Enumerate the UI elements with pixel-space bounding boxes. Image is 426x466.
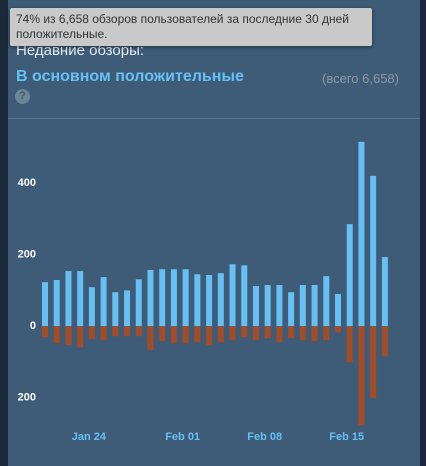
bar: [65, 326, 72, 346]
bar: [182, 269, 189, 327]
bar: [252, 286, 259, 327]
bar: [217, 326, 224, 343]
bar: [88, 287, 95, 327]
bar: [53, 326, 60, 344]
bar: [276, 285, 283, 327]
bar: [358, 326, 365, 426]
help-icon[interactable]: ?: [15, 89, 30, 104]
y-tick-label: 200: [18, 392, 36, 404]
bar: [124, 290, 131, 327]
bar: [335, 293, 341, 327]
y-tick-label: 400: [18, 177, 36, 189]
bar: [252, 326, 259, 341]
bar: [323, 276, 330, 327]
bar: [159, 326, 166, 342]
bar: [182, 326, 189, 344]
bar: [381, 257, 388, 327]
bar: [358, 141, 365, 327]
bar: [100, 277, 107, 327]
bar: [112, 326, 119, 337]
bar: [194, 326, 201, 343]
x-tick-label: Feb 08: [247, 431, 282, 443]
bar: [42, 326, 48, 338]
x-tick-label: Feb 15: [329, 431, 364, 443]
bar: [194, 274, 201, 327]
bar: [288, 326, 295, 339]
bar: [135, 279, 142, 327]
bar: [147, 326, 154, 351]
y-tick-label: 0: [30, 320, 36, 332]
bar: [88, 326, 95, 340]
x-tick-label: Jan 24: [72, 431, 107, 443]
bar: [241, 326, 248, 338]
bar: [135, 326, 142, 337]
bar: [264, 285, 271, 327]
bar: [170, 269, 177, 327]
bar: [100, 326, 107, 341]
x-tick-label: Feb 01: [165, 431, 200, 443]
bar: [276, 326, 283, 343]
bar: [206, 275, 213, 327]
review-total: (всего 6,658): [322, 71, 399, 86]
bar: [159, 269, 166, 327]
y-tick-label: 200: [18, 249, 36, 261]
bar: [323, 326, 330, 341]
bar: [42, 282, 48, 327]
bar: [206, 326, 213, 346]
bar: [241, 265, 248, 327]
bar: [311, 326, 318, 342]
bar: [77, 271, 84, 327]
bar: [346, 224, 353, 327]
bar: [381, 326, 388, 357]
bar: [264, 326, 271, 339]
bar: [370, 326, 377, 399]
bar: [170, 326, 177, 344]
separator: [8, 118, 420, 119]
bar: [229, 264, 236, 327]
section-title: Недавние обзоры:: [16, 42, 145, 59]
review-summary[interactable]: В основном положительные: [16, 68, 244, 85]
bar: [311, 285, 318, 327]
bar: [53, 280, 60, 327]
bar: [77, 326, 84, 348]
bar: [217, 273, 224, 327]
bar: [346, 326, 353, 363]
bar: [112, 292, 119, 327]
bar: [299, 285, 306, 327]
bar: [229, 326, 236, 341]
bar: [124, 326, 131, 337]
bar: [370, 175, 377, 327]
bar: [147, 269, 154, 327]
bar: [299, 326, 306, 341]
bar: [335, 326, 341, 333]
tooltip: 74% из 6,658 обзоров пользователей за по…: [10, 8, 372, 46]
bar: [288, 292, 295, 327]
bar: [65, 271, 72, 327]
